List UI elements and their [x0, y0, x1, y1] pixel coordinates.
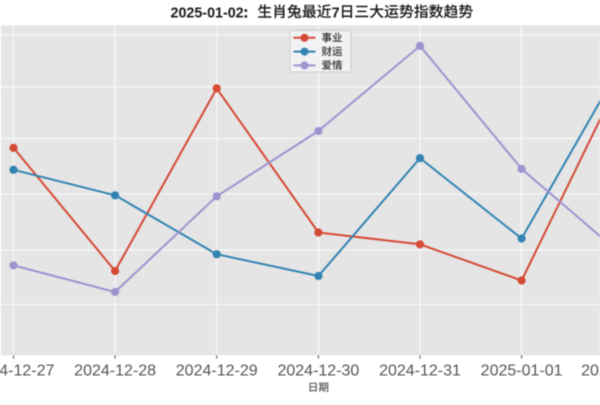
svg-text:2024-12-28: 2024-12-28: [74, 362, 156, 379]
svg-text:2024-12-31: 2024-12-31: [379, 362, 461, 379]
svg-text:2024-12-27: 2024-12-27: [0, 362, 55, 379]
svg-text:2025-01-02: 2025-01-02: [581, 362, 600, 379]
svg-text:2025-01-02: 2025-01-02: [171, 6, 244, 22]
svg-text:2024-12-30: 2024-12-30: [277, 362, 359, 379]
svg-text:2024-12-29: 2024-12-29: [176, 362, 258, 379]
svg-text:2025-01-01: 2025-01-01: [481, 362, 563, 379]
svg-text:7: 7: [332, 6, 340, 22]
